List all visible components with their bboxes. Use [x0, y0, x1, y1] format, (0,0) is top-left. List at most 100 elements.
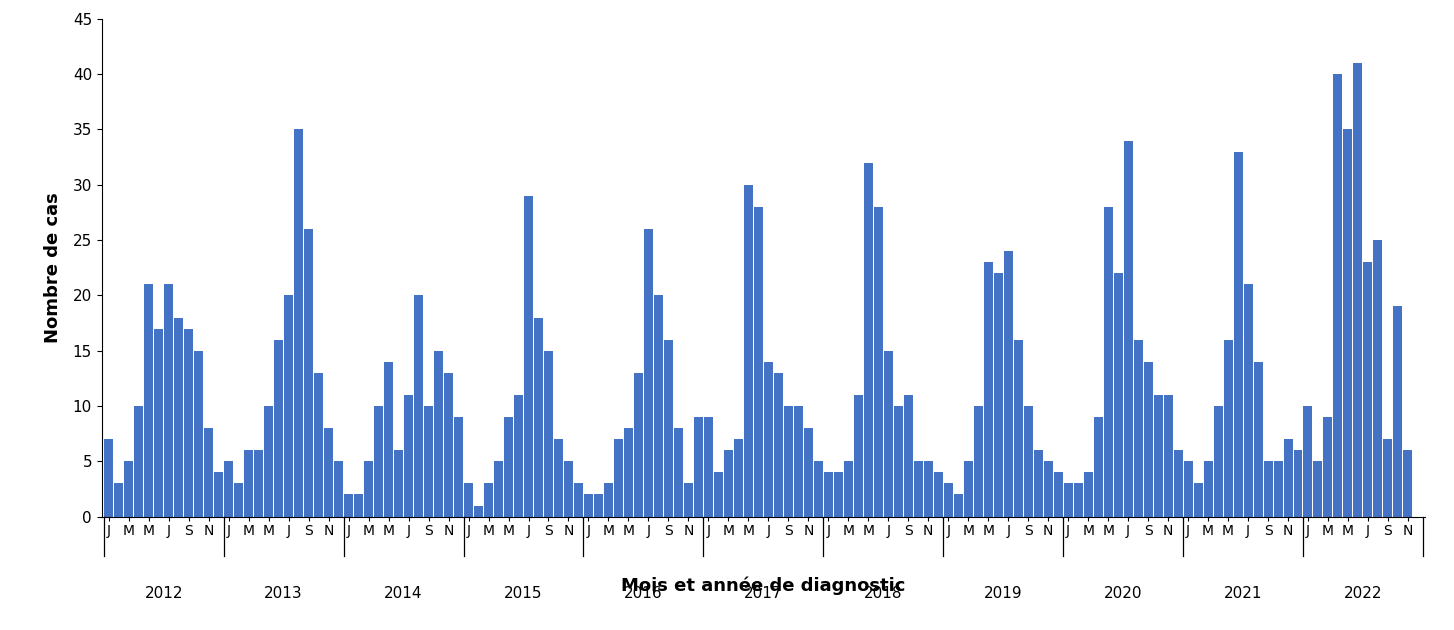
- Bar: [464, 483, 473, 517]
- Bar: [324, 428, 333, 517]
- Bar: [404, 395, 413, 517]
- Bar: [164, 284, 173, 517]
- Bar: [1374, 240, 1383, 517]
- Bar: [544, 351, 553, 517]
- Bar: [763, 362, 774, 517]
- Bar: [634, 373, 643, 517]
- Bar: [964, 461, 973, 517]
- Bar: [214, 472, 224, 517]
- Bar: [954, 495, 963, 517]
- Bar: [144, 284, 153, 517]
- Bar: [523, 196, 534, 517]
- Bar: [923, 461, 932, 517]
- Bar: [714, 472, 723, 517]
- Text: 2019: 2019: [984, 587, 1022, 601]
- Bar: [1383, 439, 1393, 517]
- Bar: [664, 340, 673, 517]
- Bar: [154, 329, 163, 517]
- Bar: [1364, 262, 1373, 517]
- Bar: [974, 406, 983, 517]
- Bar: [654, 295, 663, 517]
- Bar: [134, 406, 144, 517]
- Bar: [1034, 450, 1043, 517]
- Bar: [1284, 439, 1293, 517]
- Bar: [1393, 306, 1403, 517]
- Bar: [515, 395, 523, 517]
- Bar: [294, 130, 302, 517]
- Bar: [894, 406, 903, 517]
- Bar: [1264, 461, 1272, 517]
- Bar: [884, 351, 893, 517]
- Bar: [364, 461, 374, 517]
- Bar: [334, 461, 343, 517]
- Bar: [1054, 472, 1063, 517]
- Bar: [1064, 483, 1073, 517]
- Bar: [124, 461, 134, 517]
- Bar: [265, 406, 273, 517]
- Bar: [195, 351, 204, 517]
- Bar: [1184, 461, 1192, 517]
- Bar: [505, 417, 513, 517]
- Bar: [174, 318, 183, 517]
- Bar: [673, 428, 683, 517]
- Bar: [1294, 450, 1303, 517]
- Bar: [814, 461, 823, 517]
- Text: 2017: 2017: [744, 587, 782, 601]
- Bar: [454, 417, 462, 517]
- Bar: [1204, 461, 1213, 517]
- Bar: [804, 428, 813, 517]
- Text: 2018: 2018: [864, 587, 903, 601]
- Bar: [105, 439, 113, 517]
- Bar: [734, 439, 743, 517]
- Bar: [624, 428, 632, 517]
- Bar: [1134, 340, 1143, 517]
- Text: 2012: 2012: [144, 587, 183, 601]
- Bar: [1323, 417, 1332, 517]
- Bar: [1403, 450, 1412, 517]
- Bar: [1313, 461, 1323, 517]
- Bar: [794, 406, 803, 517]
- Bar: [1083, 472, 1092, 517]
- Bar: [474, 505, 483, 517]
- Bar: [683, 483, 694, 517]
- Bar: [1093, 417, 1102, 517]
- Bar: [984, 262, 993, 517]
- Bar: [614, 439, 622, 517]
- Bar: [234, 483, 243, 517]
- Bar: [484, 483, 493, 517]
- Bar: [694, 417, 702, 517]
- Bar: [1073, 483, 1083, 517]
- Bar: [254, 450, 263, 517]
- Bar: [1243, 284, 1252, 517]
- Bar: [414, 295, 423, 517]
- Bar: [355, 495, 364, 517]
- Bar: [913, 461, 923, 517]
- Text: 2021: 2021: [1224, 587, 1262, 601]
- Bar: [384, 362, 393, 517]
- Bar: [704, 417, 712, 517]
- Text: 2015: 2015: [505, 587, 542, 601]
- Bar: [1224, 340, 1233, 517]
- Bar: [603, 483, 614, 517]
- Bar: [843, 461, 853, 517]
- Text: 2020: 2020: [1104, 587, 1143, 601]
- Bar: [534, 318, 542, 517]
- Bar: [564, 461, 573, 517]
- Bar: [944, 483, 952, 517]
- Bar: [1003, 251, 1012, 517]
- Bar: [1114, 273, 1122, 517]
- Bar: [284, 295, 294, 517]
- Bar: [1104, 207, 1112, 517]
- X-axis label: Mois et année de diagnostic: Mois et année de diagnostic: [621, 576, 906, 595]
- Bar: [1333, 74, 1342, 517]
- Bar: [784, 406, 792, 517]
- Bar: [833, 472, 843, 517]
- Bar: [1163, 395, 1172, 517]
- Bar: [824, 472, 833, 517]
- Bar: [185, 329, 193, 517]
- Bar: [115, 483, 124, 517]
- Bar: [1013, 340, 1022, 517]
- Bar: [574, 483, 583, 517]
- Bar: [724, 450, 733, 517]
- Text: 2022: 2022: [1343, 587, 1383, 601]
